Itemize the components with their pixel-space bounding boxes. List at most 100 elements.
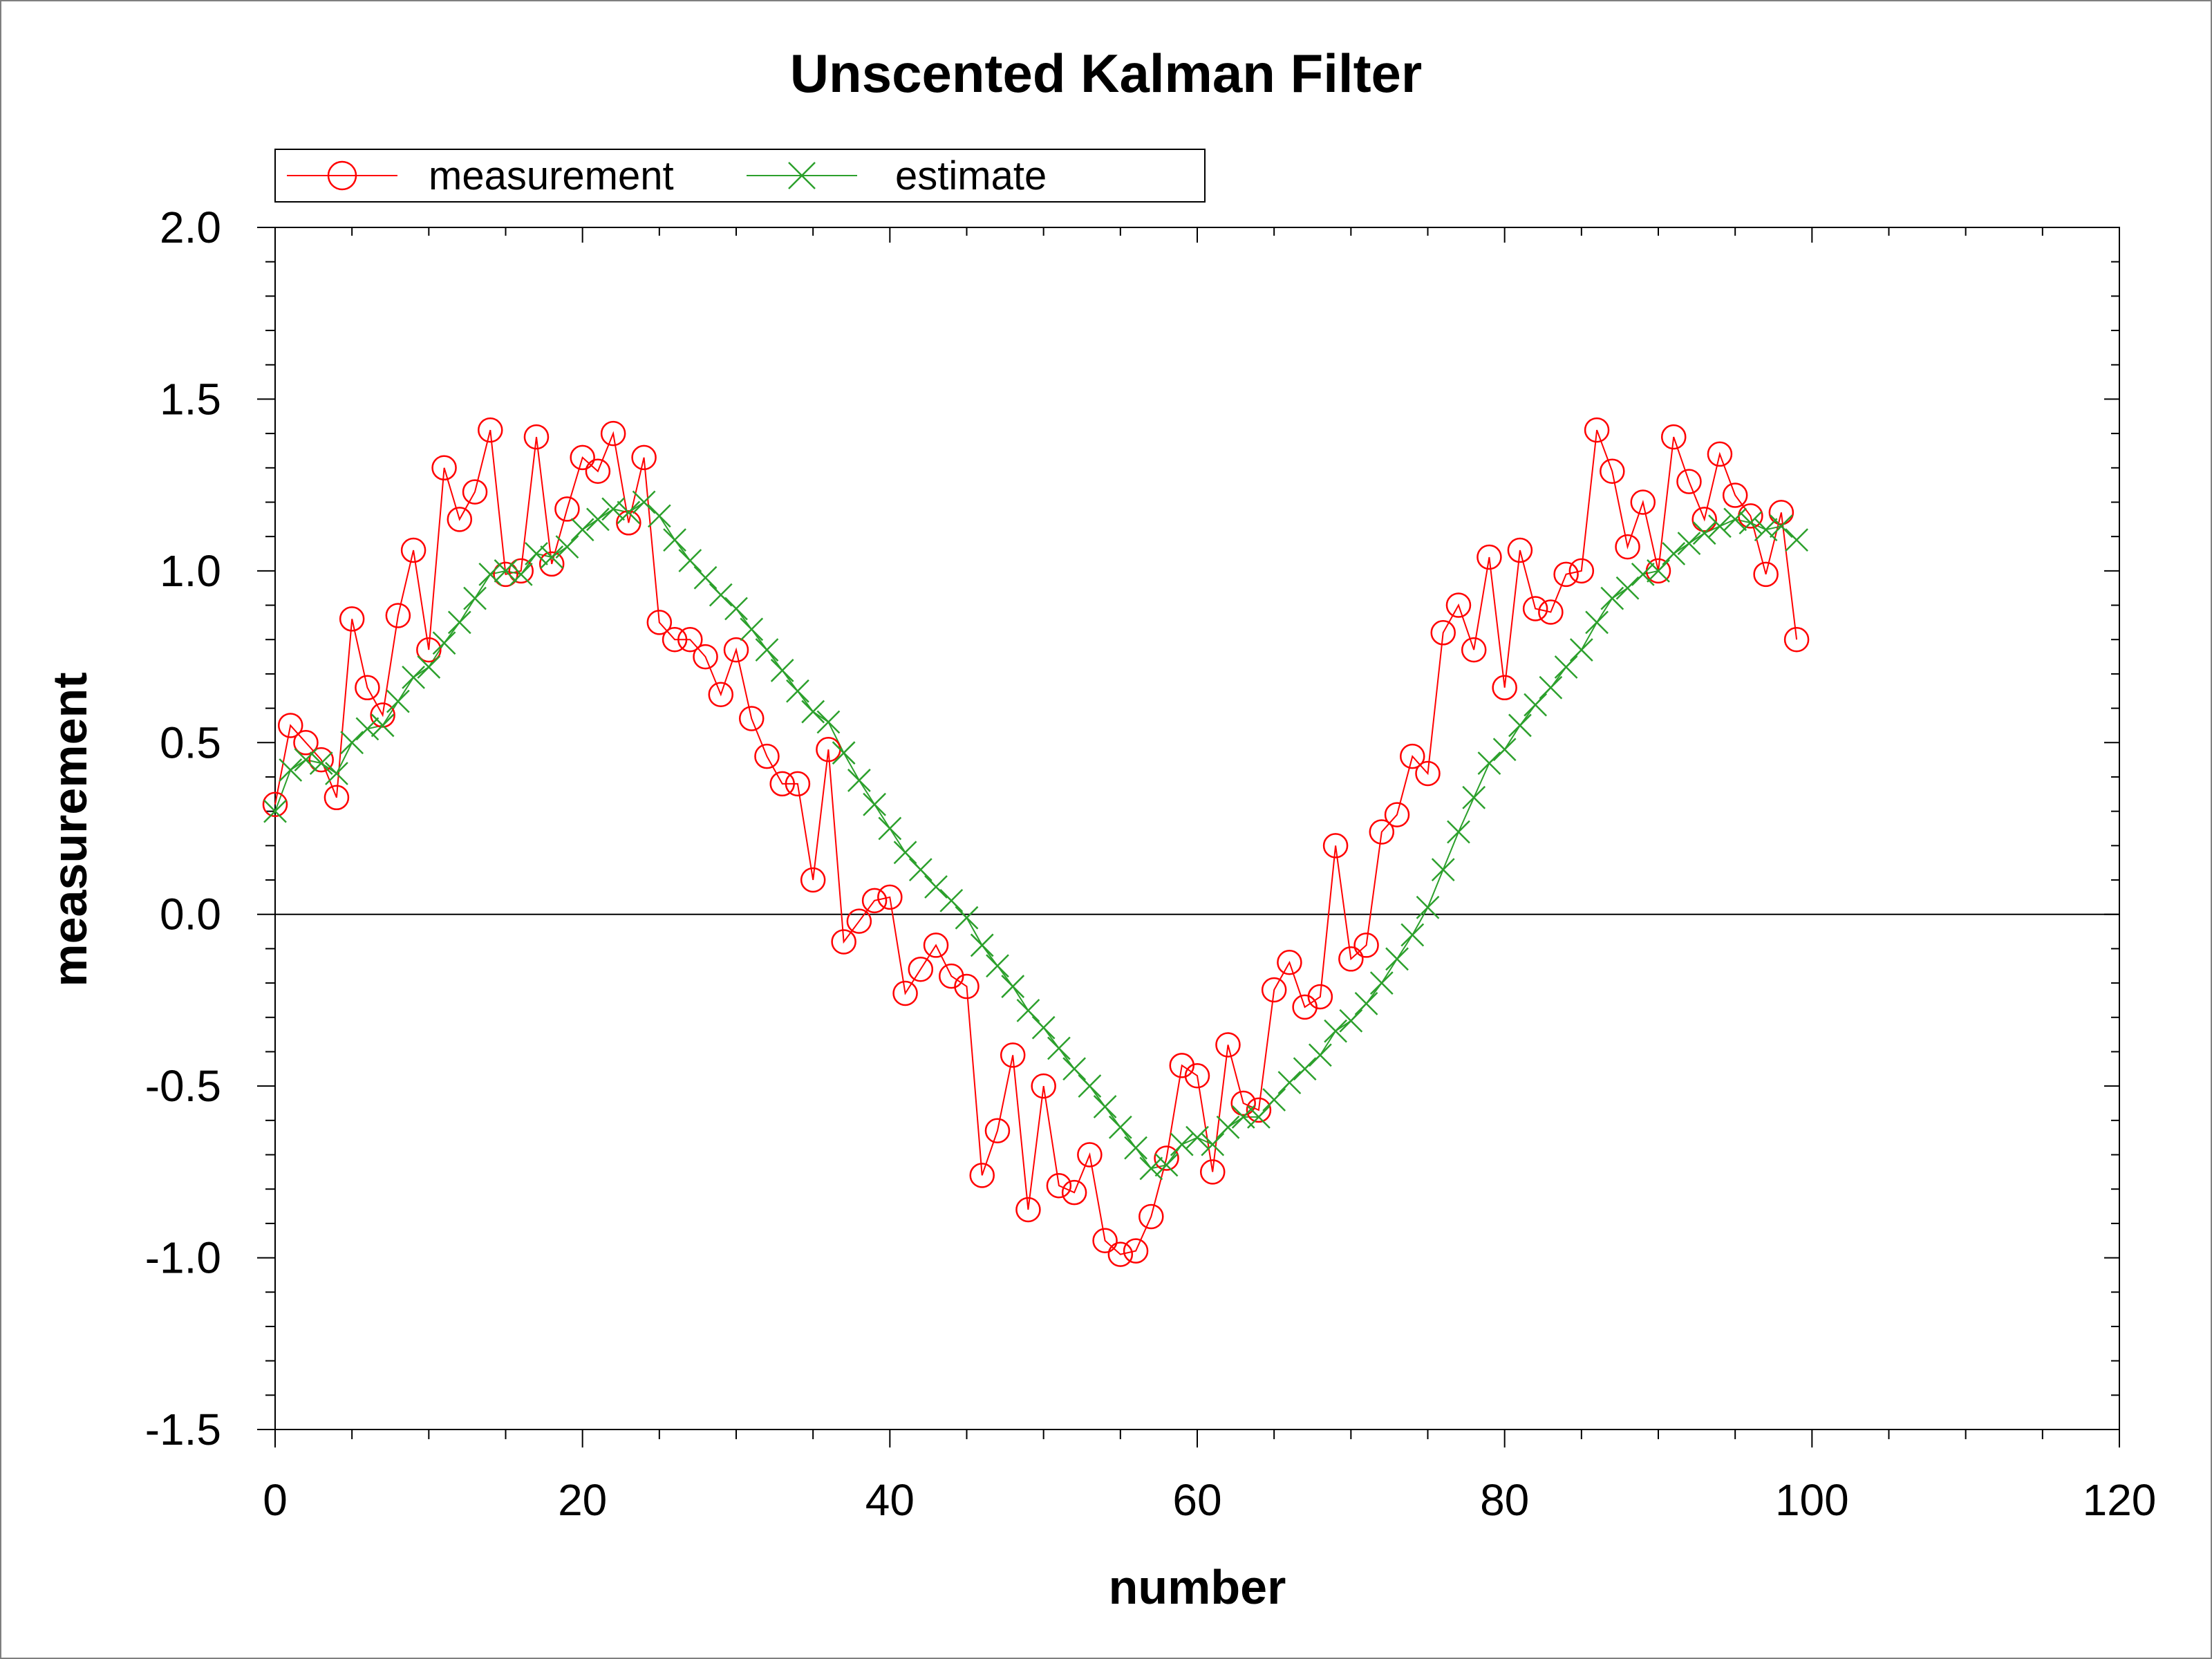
measurement-point [1477,544,1502,570]
y-axis-label: measurement [43,672,97,986]
legend-measurement-label: measurement [429,153,674,198]
measurement-point [385,603,411,628]
x-tick-label: 80 [1480,1475,1529,1525]
measurement-point [1691,507,1717,532]
measurement-point [1600,458,1625,485]
measurement-point [416,637,442,663]
y-tick-label: -0.5 [145,1061,221,1111]
estimate-point [1308,1043,1332,1067]
estimate-point [970,933,994,957]
estimate-point [279,758,303,782]
x-tick-label: 40 [865,1475,915,1525]
estimate-point [1508,713,1532,738]
x-axis-label: number [1109,1560,1286,1614]
estimate-point [1324,1019,1347,1043]
measurement-point [1154,1145,1179,1171]
measurement-point [1568,558,1595,584]
measurement-point [600,420,626,447]
estimate-point [1692,521,1716,545]
estimate-point [1062,1057,1087,1081]
estimate-point [570,518,594,542]
legend-estimate-marker [788,162,816,189]
estimate-point [1769,514,1793,538]
measurement-point [339,606,365,632]
measurement-point [1553,561,1579,588]
measurement-point [324,785,350,811]
measurement-point [1199,1159,1226,1185]
estimate-point [1416,895,1440,919]
estimate-point [371,713,395,738]
estimate-point [1569,638,1593,662]
estimate-point [432,631,456,655]
measurement-point [1630,489,1656,515]
measurement-point [969,1163,995,1188]
estimate-point [1754,518,1778,542]
estimate-point [847,769,871,792]
measurement-point [616,510,641,536]
estimate-point [1154,1153,1179,1177]
measurement-point [1615,534,1640,560]
estimate-point [1369,971,1394,995]
estimate-point [693,565,718,590]
measurement-point [892,980,918,1006]
measurement-point [1753,561,1779,588]
estimate-point [1723,507,1747,532]
measurement-point [554,496,580,522]
measurement-point [293,730,319,756]
estimate-point [1431,858,1455,882]
measurement-point [493,561,518,588]
estimate-point [632,490,656,514]
measurement-point [1369,819,1395,845]
estimate-point [1262,1088,1286,1112]
estimate-point [263,799,287,823]
chart-title: Unscented Kalman Filter [790,43,1423,104]
series-line-estimate [274,501,1797,1170]
estimate-point [402,665,425,689]
estimate-point [1093,1095,1117,1118]
estimate-point [893,841,917,865]
series-line-measurement [274,429,1798,1255]
measurement-point [754,743,780,769]
estimate-point [1139,1156,1163,1181]
estimate-point [1124,1136,1147,1160]
measurement-point [1261,977,1287,1003]
measurement-point [277,713,303,738]
estimate-point [1400,923,1425,947]
estimate-point [1170,1132,1194,1156]
measurement-point [723,637,749,663]
measurement-point [1184,1062,1210,1089]
measurement-point [1046,1172,1072,1199]
measurement-point [538,551,565,577]
estimate-point [1293,1057,1317,1081]
estimate-point [1462,785,1486,809]
estimate-point [1247,1105,1271,1129]
estimate-point [509,562,533,586]
measurement-point [1461,637,1487,663]
measurement-point [585,458,611,485]
estimate-point [355,717,379,741]
estimate-point [447,610,471,635]
measurement-point [400,537,427,563]
estimate-point [832,741,856,765]
measurement-point [1015,1197,1041,1223]
measurement-point [1384,802,1410,827]
measurement-point [1215,1032,1241,1058]
estimate-point [294,748,318,772]
measurement-point [370,702,395,728]
measurement-point [308,747,334,773]
estimate-point [1078,1074,1102,1098]
estimate-point [1708,514,1732,538]
estimate-point [724,597,748,621]
estimate-point [1477,751,1501,775]
measurement-point [1507,537,1533,563]
estimate-point [770,659,794,682]
measurement-point [1415,760,1441,787]
measurement-point [262,791,288,817]
estimate-point [1631,562,1655,586]
legend-estimate-label: estimate [895,153,1047,198]
y-tick-label: 1.5 [160,374,221,424]
estimate-point [617,500,641,525]
measurement-point [769,771,795,797]
estimate-point [1001,975,1025,998]
